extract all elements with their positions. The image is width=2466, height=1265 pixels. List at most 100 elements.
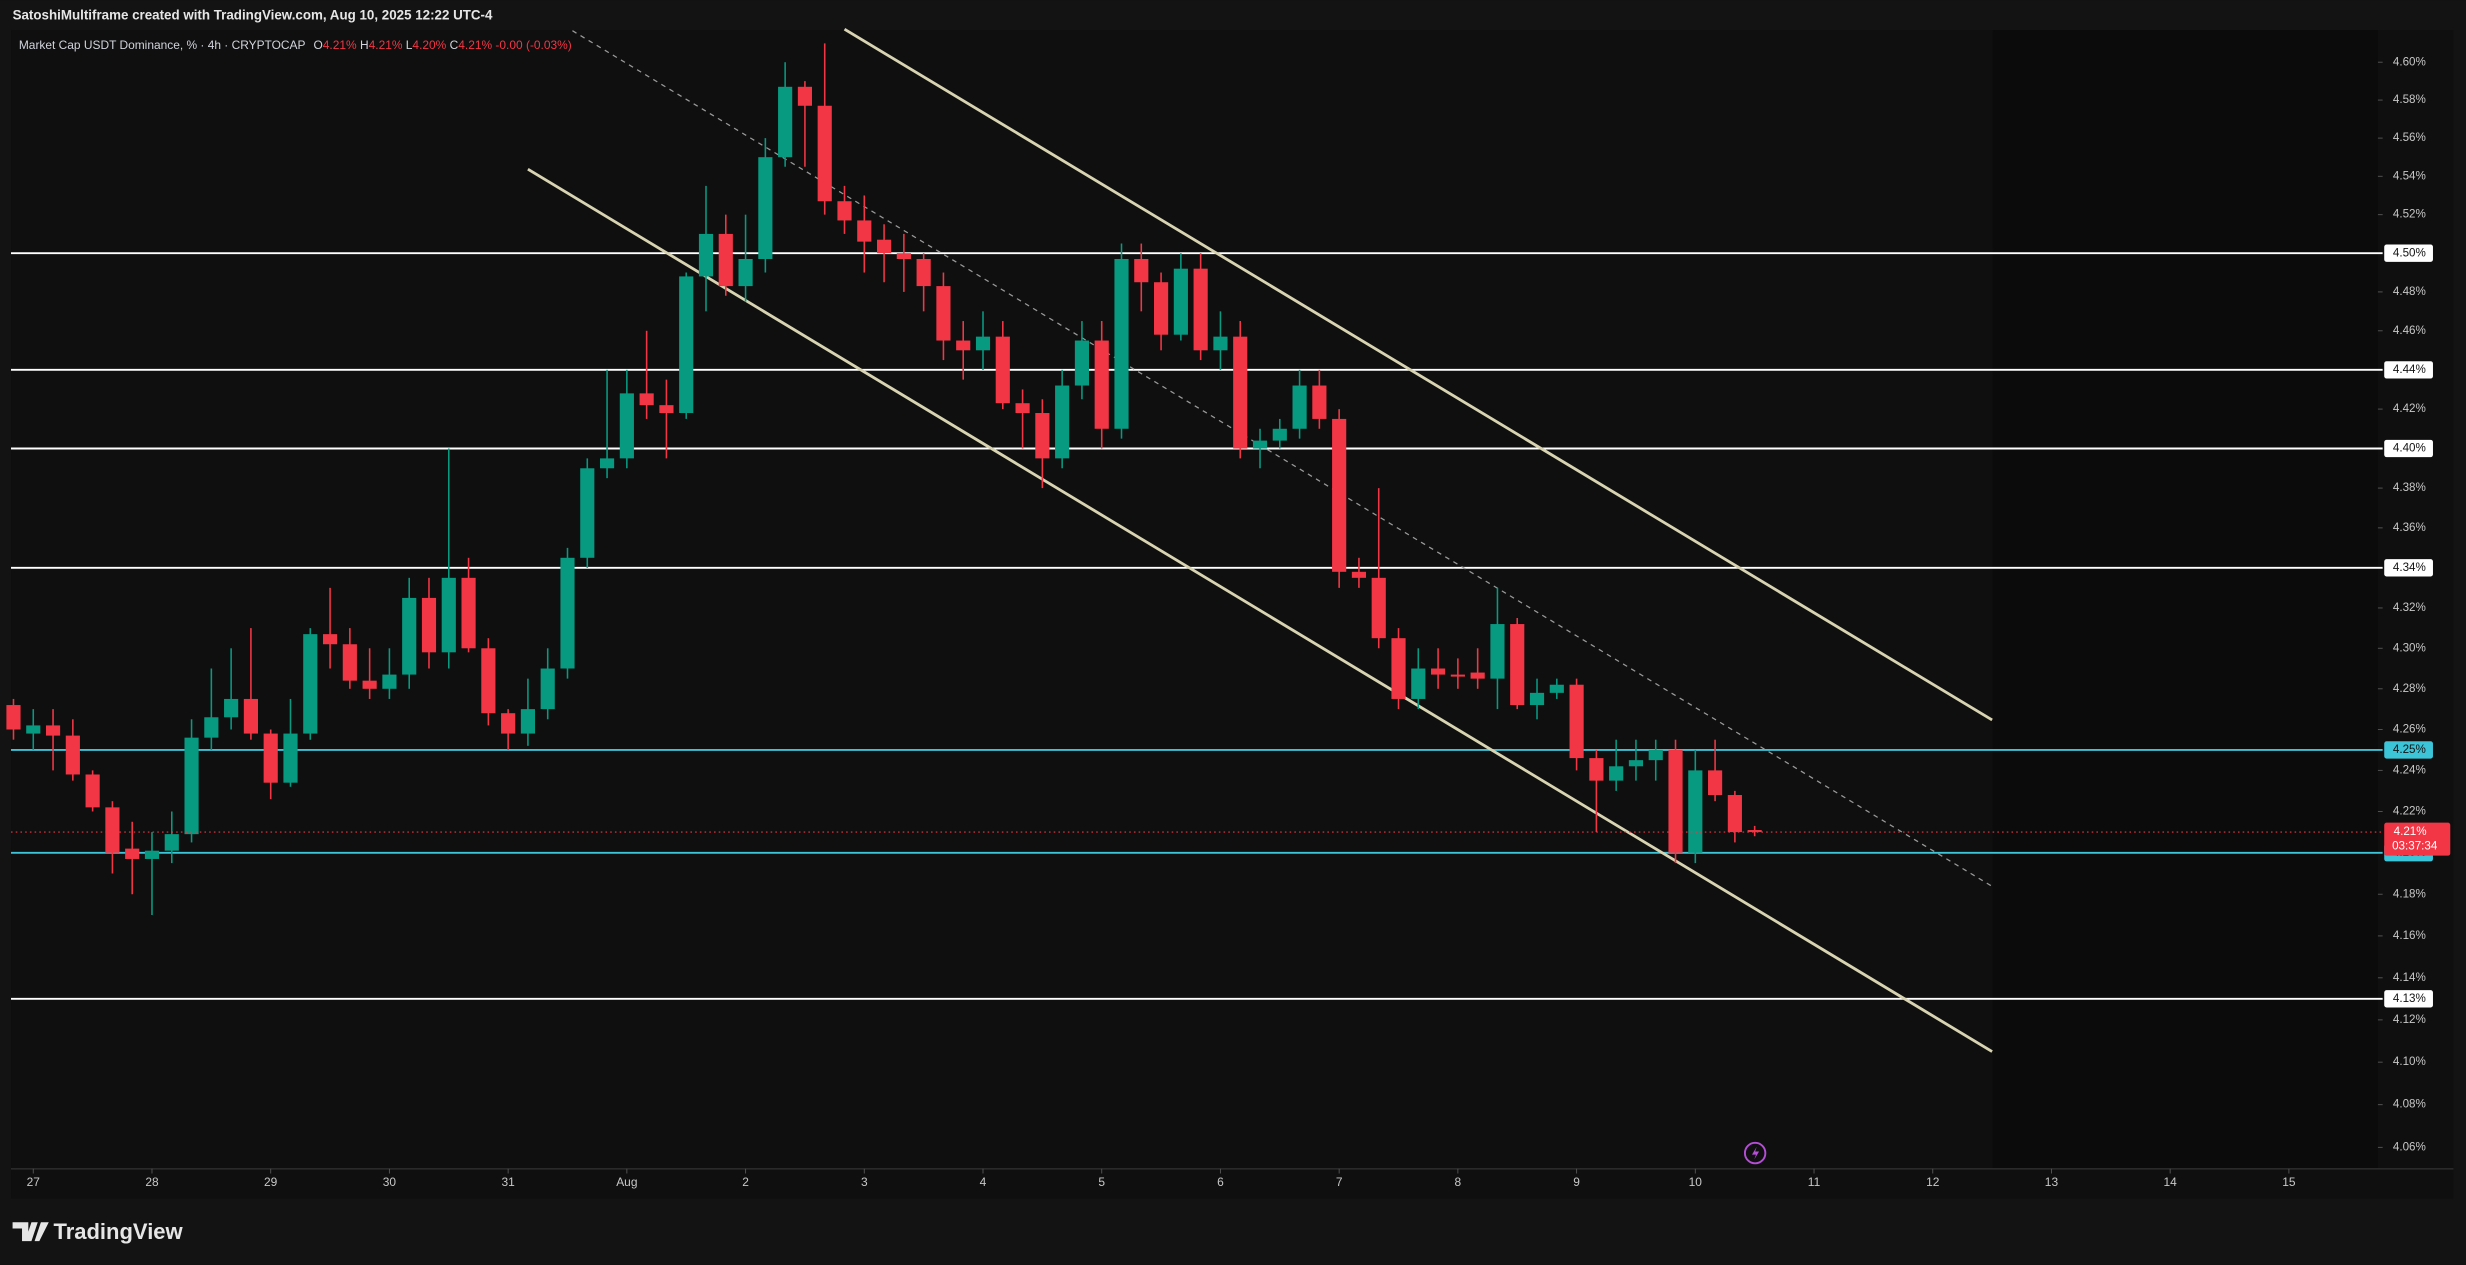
level-label-box	[2384, 361, 2433, 379]
level-label-box	[2384, 990, 2433, 1008]
candle-body	[896, 253, 911, 260]
candle-body	[599, 458, 615, 469]
y-tick-label: 4.60%	[2393, 55, 2426, 68]
legend-key: L	[406, 38, 413, 52]
brand-name: TradingView	[53, 1219, 183, 1244]
candle-body	[876, 239, 892, 254]
y-tick-label: 4.54%	[2393, 169, 2426, 182]
candle-body	[243, 698, 258, 734]
x-tick-label: 14	[2164, 1175, 2178, 1189]
level-label: 4.40%	[2393, 442, 2426, 455]
candle-body	[837, 201, 852, 221]
y-tick-label: 4.36%	[2393, 521, 2426, 534]
candle-body	[85, 774, 100, 808]
x-tick-label: 3	[861, 1175, 868, 1189]
last-price-label: 4.21%	[2394, 825, 2427, 838]
logo-icon	[12, 1222, 49, 1242]
candle-body	[1252, 440, 1268, 449]
x-tick-label: 8	[1455, 1175, 1462, 1189]
x-tick-label: 28	[145, 1175, 159, 1189]
x-tick-label: 9	[1573, 1175, 1580, 1189]
candle-body	[1351, 571, 1367, 578]
x-tick-label: 31	[501, 1175, 515, 1189]
candle-body	[1510, 624, 1525, 706]
candle-body	[164, 834, 179, 851]
y-tick-label: 4.14%	[2393, 971, 2426, 984]
candle-body	[26, 725, 41, 734]
level-label-box	[2384, 559, 2433, 577]
candle-body	[1708, 770, 1723, 796]
candle-body	[639, 393, 654, 406]
candle-body	[1470, 672, 1485, 679]
candle-body	[975, 336, 991, 351]
candle-body	[283, 733, 298, 783]
candle-body	[1173, 268, 1188, 335]
x-tick-label: 29	[264, 1175, 278, 1189]
level-label: 4.25%	[2393, 743, 2426, 756]
x-tick-label: 10	[1689, 1175, 1703, 1189]
candle-body	[322, 634, 338, 645]
candle-body	[362, 680, 377, 689]
y-tick-label: 4.06%	[2393, 1140, 2426, 1153]
candle-body	[125, 848, 140, 859]
countdown-label: 03:37:34	[2392, 839, 2438, 852]
candle-body	[1213, 336, 1228, 351]
candle-body	[461, 577, 476, 649]
level-label-box	[2384, 439, 2433, 458]
y-tick-label: 4.10%	[2393, 1055, 2426, 1068]
level-label-box	[2384, 741, 2433, 759]
candle-body	[1747, 830, 1762, 833]
candle-body	[778, 86, 793, 158]
candle-body	[421, 597, 437, 653]
level-label: 4.44%	[2393, 363, 2426, 376]
candle-body	[698, 233, 714, 277]
y-tick-label: 4.42%	[2393, 402, 2426, 415]
x-tick-label: 12	[1926, 1175, 1940, 1189]
x-tick-label: 27	[27, 1175, 41, 1189]
y-tick-label: 4.48%	[2393, 285, 2426, 298]
plot: 27 28 29 30 31 Aug 2 3 4 5 6 7 8 9 10 11 12 13 14 15	[6, 28, 2383, 1189]
candle-body	[1431, 668, 1446, 675]
candle-body	[1114, 259, 1129, 429]
price-axis: 4.60% 4.58% 4.56% 4.54% 4.52% 4.48% 4.46% 4.42%…	[2377, 55, 2451, 1153]
candle-body	[1569, 684, 1584, 759]
legend-key: C	[450, 38, 459, 52]
candle-body	[738, 259, 753, 287]
candle-body	[481, 648, 496, 714]
candle-body	[916, 259, 931, 287]
brand-logo: TradingView	[12, 1219, 184, 1244]
candle-body	[45, 725, 61, 736]
legend-key: O	[314, 38, 323, 52]
legend-symbol: Market Cap USDT Dominance, % · 4h · CRYP…	[19, 38, 306, 52]
candle-body	[1628, 760, 1644, 767]
candle-body	[1529, 692, 1545, 706]
y-tick-label: 4.52%	[2393, 208, 2426, 221]
candle-body	[1549, 684, 1564, 693]
candle-body	[1668, 749, 1683, 853]
alert-icon	[1743, 1141, 1767, 1165]
candle-body	[1074, 340, 1090, 386]
candle-body	[402, 597, 417, 675]
candle-body	[1154, 282, 1169, 335]
x-tick-label: 5	[1098, 1175, 1105, 1189]
x-tick-label: 6	[1217, 1175, 1224, 1189]
candle-body	[718, 233, 733, 287]
legend-change: -0.00 (-0.03%)	[495, 38, 571, 52]
legend-key: H	[360, 38, 369, 52]
x-tick-label: 7	[1336, 1175, 1343, 1189]
candle-body	[797, 86, 813, 106]
candle-body	[263, 733, 278, 783]
y-tick-label: 4.56%	[2393, 131, 2426, 144]
candle-body	[1312, 385, 1327, 419]
candle-body	[1391, 638, 1406, 699]
alert-bolt	[1751, 1146, 1760, 1160]
candle-body	[1292, 385, 1307, 429]
legend-value: 4.21%	[458, 38, 492, 52]
candle-body	[6, 705, 21, 730]
candle-body	[1490, 624, 1505, 679]
y-tick-label: 4.16%	[2393, 929, 2426, 942]
candle-body	[65, 735, 80, 775]
x-tick-label: 11	[1808, 1175, 1821, 1189]
trend-line	[843, 28, 1993, 722]
